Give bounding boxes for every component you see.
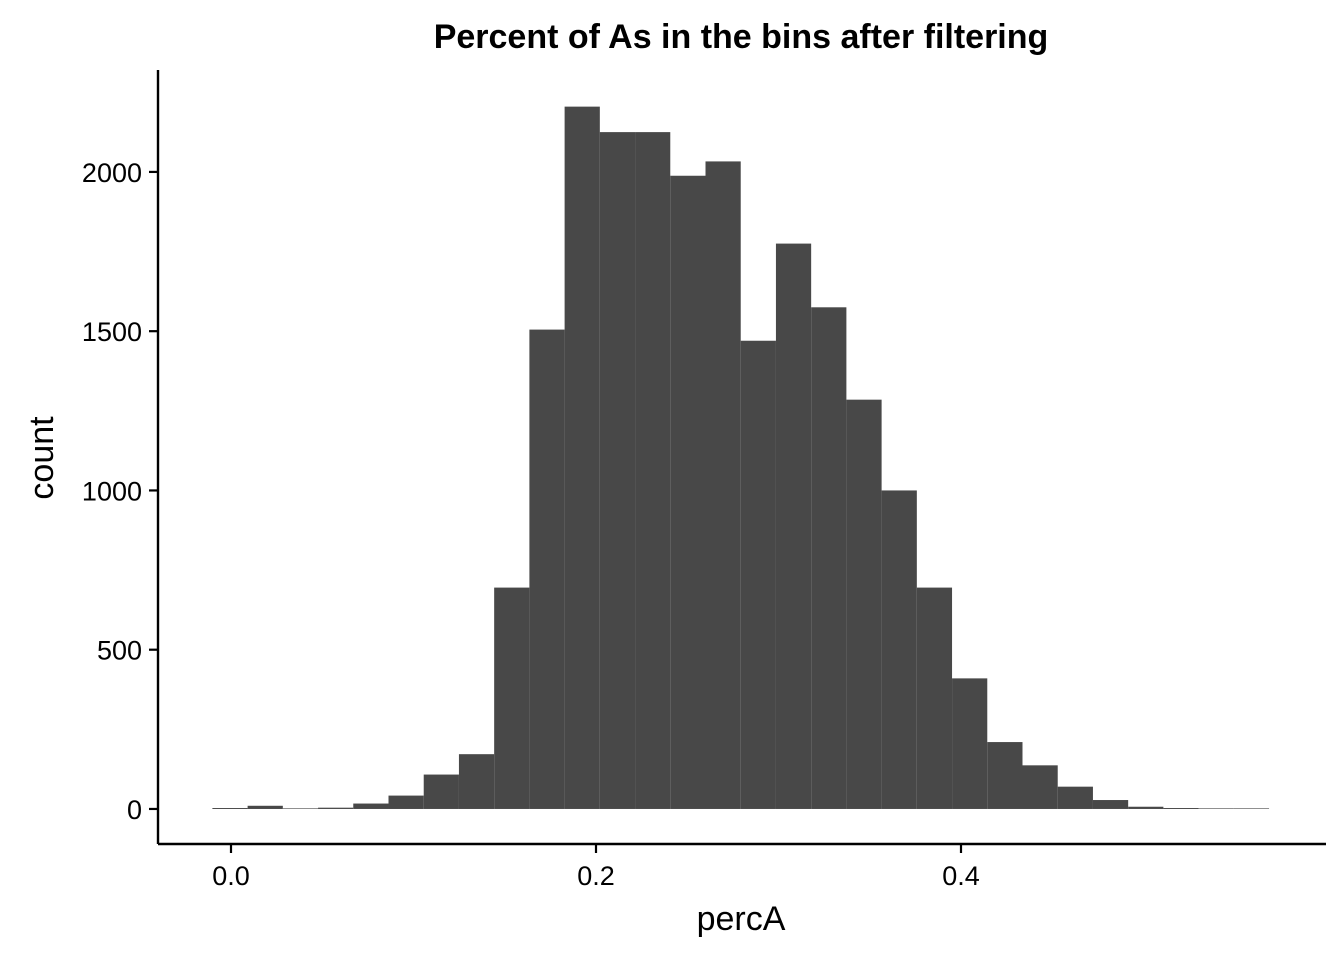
y-tick-label-0: 0 [127,795,142,825]
histogram-bar-13 [670,175,706,809]
histogram-bar-17 [811,307,847,809]
histogram-bar-18 [846,399,882,809]
x-tick-label-1: 0.2 [577,861,615,891]
histogram-bar-9 [529,329,565,809]
histogram-bar-26 [1128,806,1164,809]
histogram-bar-4 [353,803,389,809]
histogram-bar-6 [423,774,459,809]
histogram-bar-11 [599,132,636,809]
ticks-group: 0.0 0.2 0.4 0 500 1000 1500 2000 [82,158,980,891]
x-axis-title: percA [697,900,786,938]
histogram-bar-7 [458,754,495,809]
histogram-bar-22 [987,742,1023,809]
x-tick-label-0: 0.0 [212,861,250,891]
y-tick-label-3: 1500 [82,317,142,347]
histogram-bar-1 [247,805,283,809]
histogram-bar-29 [1233,808,1270,809]
bars-group [212,106,1270,809]
histogram-bar-16 [775,243,812,809]
y-tick-label-1: 500 [97,636,142,666]
histogram-bar-23 [1022,765,1058,809]
histogram-bar-21 [952,678,988,809]
chart-title: Percent of As in the bins after filterin… [434,18,1049,56]
histogram-bar-12 [635,132,671,809]
y-axis-title: count [23,416,61,500]
histogram-bar-20 [916,587,953,809]
histogram-bar-25 [1092,800,1129,809]
histogram-bar-2 [282,808,319,809]
histogram-bar-19 [881,490,917,809]
histogram-bar-14 [705,161,741,809]
histogram-bar-28 [1198,808,1234,809]
histogram-bar-5 [388,795,424,809]
histogram-bar-0 [212,808,248,809]
histogram-bar-27 [1163,808,1199,809]
x-tick-label-2: 0.4 [942,861,980,891]
y-tick-label-4: 2000 [82,158,142,188]
histogram-bar-24 [1057,786,1093,809]
axes-group [156,70,1326,846]
histogram-bar-15 [740,340,776,809]
y-tick-label-2: 1000 [82,476,142,506]
histogram-bar-8 [494,587,530,809]
histogram-bar-10 [564,106,600,809]
histogram-bar-3 [318,807,354,809]
